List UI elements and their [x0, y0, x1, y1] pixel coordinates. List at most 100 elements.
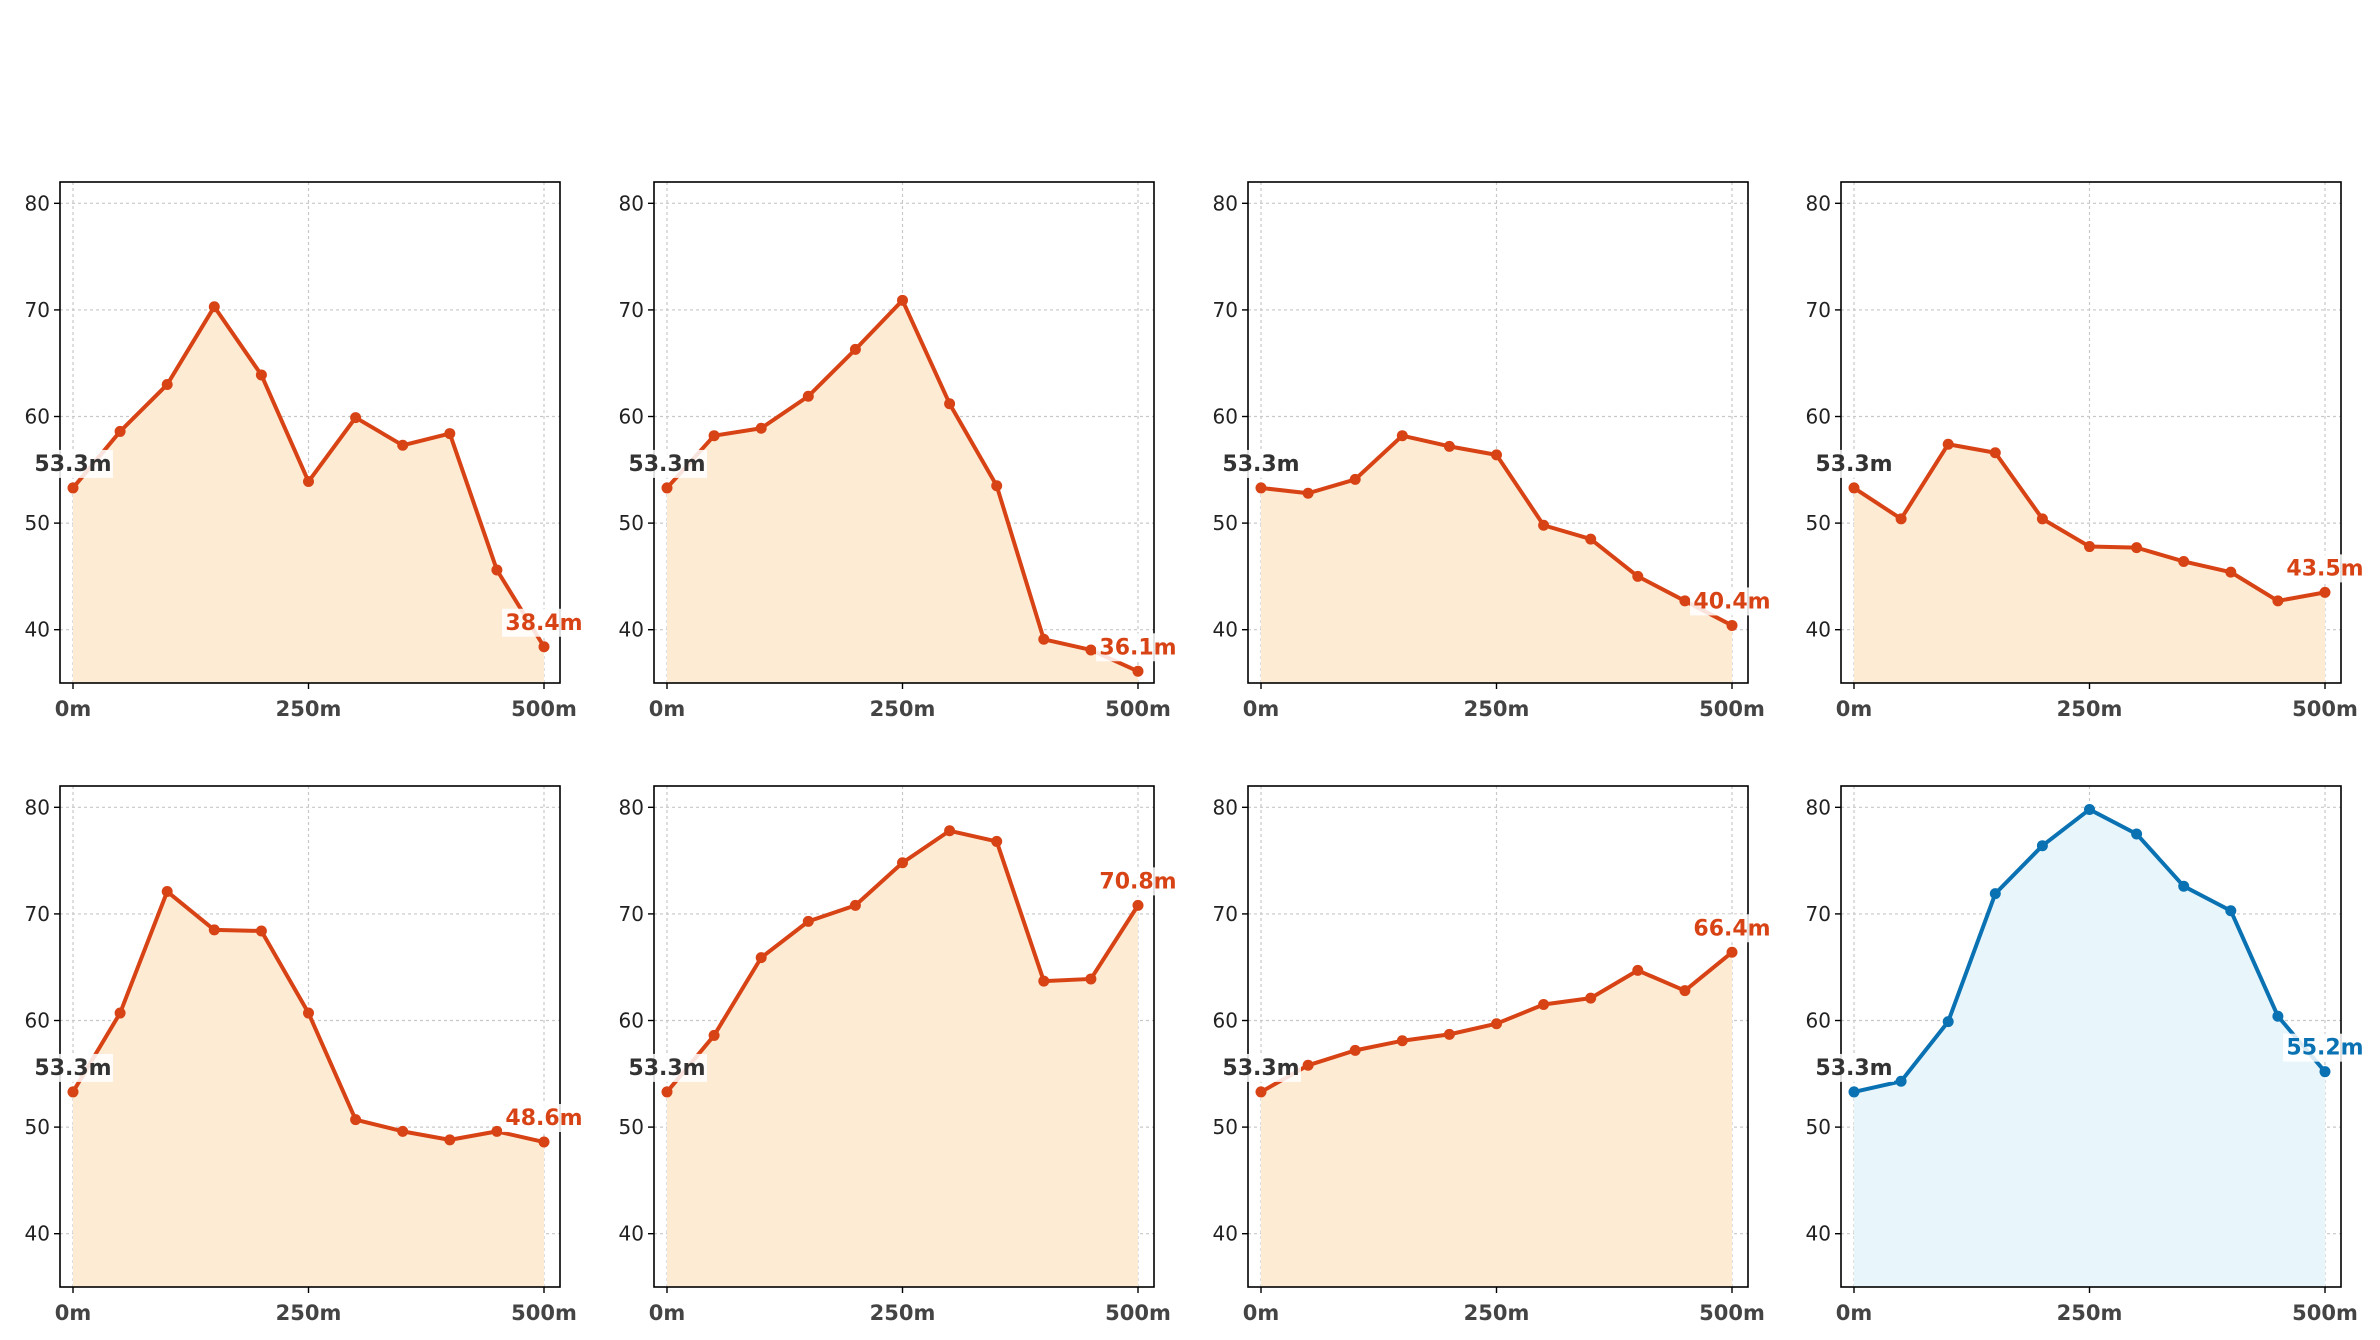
axes-frame: [1247, 785, 1749, 1288]
x-tick-label: 250m: [2057, 697, 2123, 721]
y-tick-label: 40: [1213, 618, 1238, 642]
data-point: [991, 835, 1003, 847]
area-fill: [1261, 435, 1732, 683]
x-tick-label: 0m: [1243, 697, 1280, 721]
data-point: [1679, 595, 1691, 607]
y-tick-label: 70: [619, 298, 644, 322]
data-point: [1255, 1086, 1267, 1098]
end-value-label: 36.1m: [1099, 635, 1176, 660]
data-point: [944, 398, 956, 410]
area-fill: [1854, 444, 2325, 683]
data-point: [1726, 946, 1738, 958]
chart-panel-3: 40 50 60 70 80 0m 250m 500m 53.3m 40.4m: [1213, 181, 1774, 721]
y-tick-label: 50: [619, 511, 644, 535]
end-label-bg: [1096, 633, 1180, 662]
data-point: [802, 915, 814, 927]
data-point: [1942, 438, 1954, 450]
data-point: [1349, 473, 1361, 485]
data-point: [2084, 541, 2095, 553]
data-point: [1989, 888, 2001, 900]
x-tick-label: 0m: [1243, 1301, 1280, 1325]
area-fill: [1854, 809, 2325, 1287]
start-value-label: 53.3m: [628, 1056, 705, 1081]
data-point: [161, 886, 173, 898]
start-label-bg: [1221, 1053, 1301, 1082]
start-value-label: 53.3m: [1815, 1056, 1892, 1081]
start-value-label: 53.3m: [34, 452, 111, 477]
y-tick-label: 50: [619, 1115, 644, 1139]
data-point: [849, 343, 861, 355]
area-fill: [1261, 952, 1732, 1287]
data-point: [1491, 449, 1502, 461]
data-point: [114, 425, 126, 437]
data-point: [114, 1007, 126, 1019]
data-point: [708, 430, 720, 442]
x-tick-label: 250m: [1464, 697, 1530, 721]
end-label-bg: [1690, 587, 1774, 616]
y-tick-label: 60: [1213, 1009, 1238, 1033]
data-point: [944, 825, 956, 837]
data-point: [1302, 487, 1314, 499]
y-tick-label: 50: [1213, 1115, 1238, 1139]
data-point: [2084, 803, 2095, 815]
data-point: [1989, 447, 2001, 459]
data-point: [1585, 992, 1597, 1004]
y-tick-label: 70: [619, 902, 644, 926]
end-value-label: 48.6m: [505, 1106, 582, 1131]
y-tick-label: 60: [1806, 1009, 1831, 1033]
end-label-bg: [502, 1104, 586, 1133]
axes-frame: [59, 785, 561, 1288]
start-value-label: 53.3m: [1222, 452, 1299, 477]
y-tick-label: 80: [619, 191, 644, 215]
start-value-label: 53.3m: [34, 1056, 111, 1081]
y-tick-label: 40: [1213, 1222, 1238, 1246]
data-point: [1255, 482, 1267, 494]
data-point: [491, 1125, 503, 1137]
x-tick-label: 500m: [1699, 1301, 1765, 1325]
chart-panel-1: 40 50 60 70 80 0m 250m 500m 53.3m 38.4m: [25, 181, 586, 721]
chart-panel-4: 40 50 60 70 80 0m 250m 500m 53.3m 43.5m: [1806, 181, 2367, 721]
start-value-label: 53.3m: [1222, 1056, 1299, 1081]
data-point: [2319, 1066, 2331, 1078]
x-tick-label: 500m: [1105, 697, 1171, 721]
start-label-bg: [627, 449, 707, 478]
chart-panel-5: 40 50 60 70 80 0m 250m 500m 53.3m 48.6m: [25, 785, 586, 1325]
axes-frame: [1840, 181, 2342, 684]
end-label-bg: [2283, 554, 2367, 583]
x-tick-label: 500m: [511, 1301, 577, 1325]
data-point: [1848, 1086, 1860, 1098]
data-point: [538, 641, 550, 653]
data-point: [1679, 985, 1691, 997]
start-label-bg: [627, 1053, 707, 1082]
y-tick-label: 70: [25, 298, 50, 322]
data-point: [1302, 1059, 1314, 1071]
area-fill: [667, 830, 1138, 1287]
x-tick-label: 250m: [276, 1301, 342, 1325]
end-value-label: 55.2m: [2286, 1036, 2363, 1061]
x-tick-label: 0m: [1836, 1301, 1873, 1325]
y-tick-label: 40: [1806, 1222, 1831, 1246]
y-tick-label: 70: [1806, 298, 1831, 322]
x-tick-label: 500m: [2292, 697, 2358, 721]
end-label-bg: [1096, 867, 1180, 896]
chart-panel-6: 40 50 60 70 80 0m 250m 500m 53.3m 70.8m: [619, 785, 1180, 1325]
x-tick-label: 0m: [55, 697, 92, 721]
chart-panel-7: 40 50 60 70 80 0m 250m 500m 53.3m 66.4m: [1213, 785, 1774, 1325]
y-tick-label: 40: [25, 618, 50, 642]
y-tick-label: 50: [25, 511, 50, 535]
x-tick-label: 0m: [649, 697, 686, 721]
data-point: [2225, 905, 2237, 917]
x-tick-label: 250m: [870, 697, 936, 721]
chart-panel-8: 40 50 60 70 80 0m 250m 500m 53.3m 55.2m: [1806, 785, 2367, 1325]
data-point: [2319, 586, 2331, 598]
data-point: [1085, 973, 1097, 985]
data-point: [2131, 828, 2143, 840]
data-point: [708, 1029, 720, 1041]
data-point: [350, 412, 362, 424]
x-tick-label: 250m: [870, 1301, 936, 1325]
x-tick-label: 250m: [276, 697, 342, 721]
data-point: [2131, 542, 2143, 554]
axes-frame: [653, 785, 1155, 1288]
x-tick-label: 500m: [511, 697, 577, 721]
data-point: [661, 1086, 673, 1098]
